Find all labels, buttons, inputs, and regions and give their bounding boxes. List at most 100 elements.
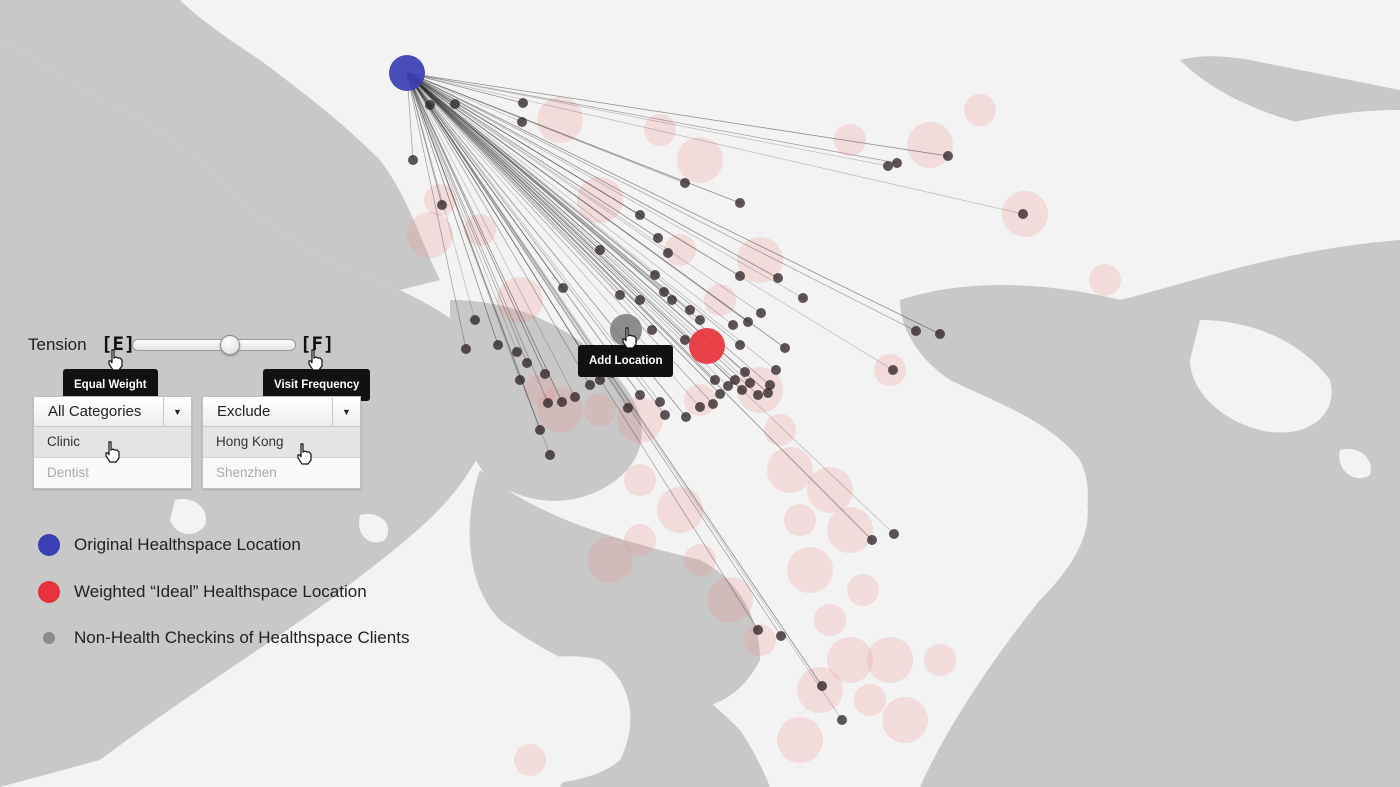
checkin-point[interactable] [773, 273, 783, 283]
checkin-point[interactable] [667, 295, 677, 305]
checkin-point[interactable] [735, 340, 745, 350]
checkin-point[interactable] [728, 320, 738, 330]
checkin-point[interactable] [817, 681, 827, 691]
checkin-point[interactable] [771, 365, 781, 375]
checkin-point[interactable] [695, 315, 705, 325]
checkin-point[interactable] [623, 403, 633, 413]
hand-cursor-icon [622, 327, 637, 349]
checkin-point[interactable] [756, 308, 766, 318]
checkin-point[interactable] [892, 158, 902, 168]
visit-frequency-key[interactable]: [F] [300, 333, 335, 355]
connection-line [406, 72, 729, 387]
checkin-point[interactable] [695, 402, 705, 412]
checkin-point[interactable] [935, 329, 945, 339]
tension-slider-thumb[interactable] [220, 335, 241, 355]
checkin-point[interactable] [889, 529, 899, 539]
checkin-point[interactable] [798, 293, 808, 303]
checkin-point[interactable] [518, 98, 528, 108]
connection-line [406, 72, 779, 279]
checkin-point[interactable] [867, 535, 877, 545]
checkin-point[interactable] [545, 450, 555, 460]
checkin-point[interactable] [753, 625, 763, 635]
checkin-point[interactable] [558, 283, 568, 293]
location-dropdown-header[interactable]: Exclude ▼ [203, 397, 360, 427]
checkin-point[interactable] [650, 270, 660, 280]
checkin-point[interactable] [780, 343, 790, 353]
equal-weight-key[interactable]: [E] [101, 333, 136, 355]
checkin-point[interactable] [540, 369, 550, 379]
checkin-point[interactable] [450, 99, 460, 109]
checkin-point[interactable] [515, 375, 525, 385]
checkin-point[interactable] [680, 178, 690, 188]
checkin-point[interactable] [653, 233, 663, 243]
location-dropdown[interactable]: Exclude ▼ Hong Kong Shenzhen [202, 396, 361, 489]
checkin-point[interactable] [595, 375, 605, 385]
checkin-point[interactable] [715, 389, 725, 399]
checkin-point[interactable] [681, 412, 691, 422]
checkin-point[interactable] [522, 358, 532, 368]
checkin-point[interactable] [408, 155, 418, 165]
checkin-point[interactable] [883, 161, 893, 171]
estuary-upper-water [0, 0, 440, 290]
heat-blob [684, 544, 716, 576]
checkin-point[interactable] [535, 425, 545, 435]
checkin-point[interactable] [735, 198, 745, 208]
checkin-point[interactable] [663, 248, 673, 258]
checkin-point[interactable] [723, 381, 733, 391]
chevron-down-icon[interactable]: ▼ [163, 397, 191, 426]
checkin-point[interactable] [943, 151, 953, 161]
checkin-point[interactable] [512, 347, 522, 357]
checkin-point[interactable] [765, 380, 775, 390]
checkin-point[interactable] [743, 317, 753, 327]
category-dropdown[interactable]: All Categories ▼ Clinic Dentist [33, 396, 192, 489]
checkin-point[interactable] [735, 271, 745, 281]
checkin-point[interactable] [543, 398, 553, 408]
chevron-down-icon[interactable]: ▼ [332, 397, 360, 426]
location-option-shenzhen[interactable]: Shenzhen [216, 465, 277, 480]
checkin-point[interactable] [570, 392, 580, 402]
heat-blob [784, 504, 816, 536]
checkin-point[interactable] [888, 365, 898, 375]
checkin-point[interactable] [776, 631, 786, 641]
checkin-point[interactable] [647, 325, 657, 335]
original-location-marker[interactable] [389, 55, 425, 91]
checkin-point[interactable] [740, 367, 750, 377]
ideal-location-marker[interactable] [689, 328, 725, 364]
checkin-point[interactable] [585, 380, 595, 390]
checkin-point[interactable] [595, 245, 605, 255]
checkin-point[interactable] [615, 290, 625, 300]
checkin-point[interactable] [680, 335, 690, 345]
checkin-point[interactable] [911, 326, 921, 336]
checkin-point[interactable] [753, 390, 763, 400]
checkin-point[interactable] [763, 388, 773, 398]
category-dropdown-header[interactable]: All Categories ▼ [34, 397, 191, 427]
heat-blob [787, 547, 833, 593]
checkin-point[interactable] [708, 399, 718, 409]
checkin-point[interactable] [557, 397, 567, 407]
checkin-point[interactable] [745, 378, 755, 388]
checkin-point[interactable] [517, 117, 527, 127]
checkin-point[interactable] [730, 375, 740, 385]
checkin-point[interactable] [437, 200, 447, 210]
checkin-point[interactable] [1018, 209, 1028, 219]
checkin-point[interactable] [461, 344, 471, 354]
checkin-point[interactable] [655, 397, 665, 407]
category-option-dentist[interactable]: Dentist [47, 465, 90, 480]
connection-line [406, 72, 823, 687]
checkin-point[interactable] [635, 295, 645, 305]
location-option-hong-kong[interactable]: Hong Kong [203, 427, 360, 458]
checkin-point[interactable] [660, 410, 670, 420]
checkin-point[interactable] [659, 287, 669, 297]
checkin-point[interactable] [837, 715, 847, 725]
checkin-point[interactable] [685, 305, 695, 315]
checkin-point[interactable] [635, 210, 645, 220]
checkin-point[interactable] [493, 340, 503, 350]
checkin-point[interactable] [470, 315, 480, 325]
tension-slider-track[interactable] [132, 339, 296, 351]
checkin-point[interactable] [425, 100, 435, 110]
checkin-point[interactable] [635, 390, 645, 400]
checkin-point[interactable] [737, 385, 747, 395]
checkin-point[interactable] [710, 375, 720, 385]
